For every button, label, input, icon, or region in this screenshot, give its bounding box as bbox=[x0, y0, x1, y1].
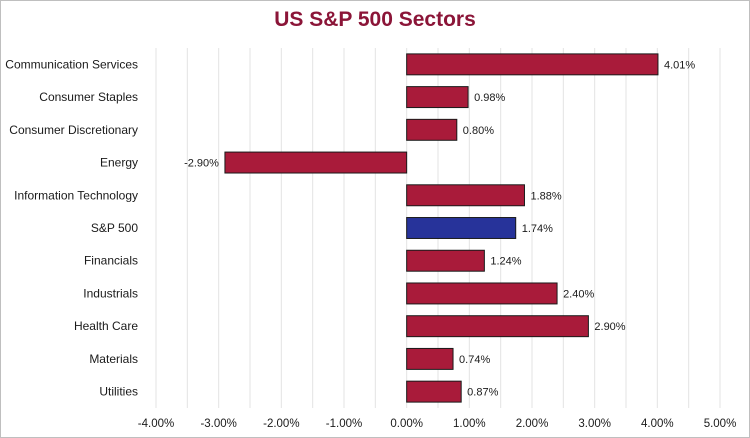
x-tick-label: 3.00% bbox=[578, 418, 611, 430]
category-labels: Communication Services Consumer Staples Co… bbox=[5, 57, 138, 398]
x-tick-label: -2.00% bbox=[263, 418, 299, 430]
value-label: 0.80% bbox=[463, 125, 494, 137]
bar-utilities bbox=[406, 380, 462, 403]
bar-financials bbox=[406, 249, 485, 272]
value-label: 2.90% bbox=[594, 321, 625, 333]
value-label: 0.87% bbox=[467, 387, 498, 399]
bar-communication-services bbox=[406, 53, 659, 76]
value-label: 1.88% bbox=[530, 190, 561, 202]
category-label: Consumer Discretionary bbox=[9, 123, 138, 137]
value-label: 4.01% bbox=[664, 59, 695, 71]
x-tick-label: -4.00% bbox=[138, 418, 174, 430]
category-label: Information Technology bbox=[14, 188, 138, 202]
category-label: Energy bbox=[100, 156, 138, 170]
x-tick-labels: -4.00% -3.00% -2.00% -1.00% 0.00% 1.00% 2.00% 3… bbox=[138, 418, 737, 430]
x-tick-label: -1.00% bbox=[326, 418, 362, 430]
x-tick-label: 4.00% bbox=[641, 418, 674, 430]
x-tick-label: -3.00% bbox=[200, 418, 236, 430]
value-labels: 4.01% 0.98% 0.80% -2.90% 1.88% 1.74% 1.24% 2.40… bbox=[184, 59, 695, 398]
value-label: 2.40% bbox=[563, 288, 594, 300]
bar-information-technology bbox=[406, 184, 525, 207]
x-tick-label: 5.00% bbox=[704, 418, 737, 430]
bar-consumer-discretionary bbox=[406, 118, 458, 141]
x-tick-label: 2.00% bbox=[516, 418, 549, 430]
value-label: 1.24% bbox=[490, 256, 521, 268]
x-tick-label: 0.00% bbox=[390, 418, 423, 430]
bar-sandp-500 bbox=[406, 217, 517, 239]
value-label: 1.74% bbox=[522, 223, 553, 235]
bar-health-care bbox=[406, 315, 589, 338]
bar-energy bbox=[224, 151, 408, 174]
category-label: Utilities bbox=[99, 385, 138, 399]
bar-consumer-staples bbox=[406, 86, 469, 109]
category-label: Health Care bbox=[74, 319, 138, 333]
chart-title: US S&P 500 Sectors bbox=[274, 8, 476, 31]
value-label: 0.74% bbox=[459, 354, 490, 366]
category-label: Materials bbox=[89, 352, 138, 366]
category-label: Financials bbox=[84, 254, 138, 268]
bars bbox=[224, 53, 659, 403]
value-label: -2.90% bbox=[184, 158, 219, 170]
category-label: Consumer Staples bbox=[39, 90, 138, 104]
x-tick-label: 1.00% bbox=[453, 418, 486, 430]
bar-industrials bbox=[406, 282, 558, 305]
category-label: S&P 500 bbox=[91, 221, 138, 235]
bar-materials bbox=[406, 347, 454, 370]
category-label: Communication Services bbox=[5, 57, 138, 71]
value-label: 0.98% bbox=[474, 92, 505, 104]
category-label: Industrials bbox=[83, 286, 138, 300]
